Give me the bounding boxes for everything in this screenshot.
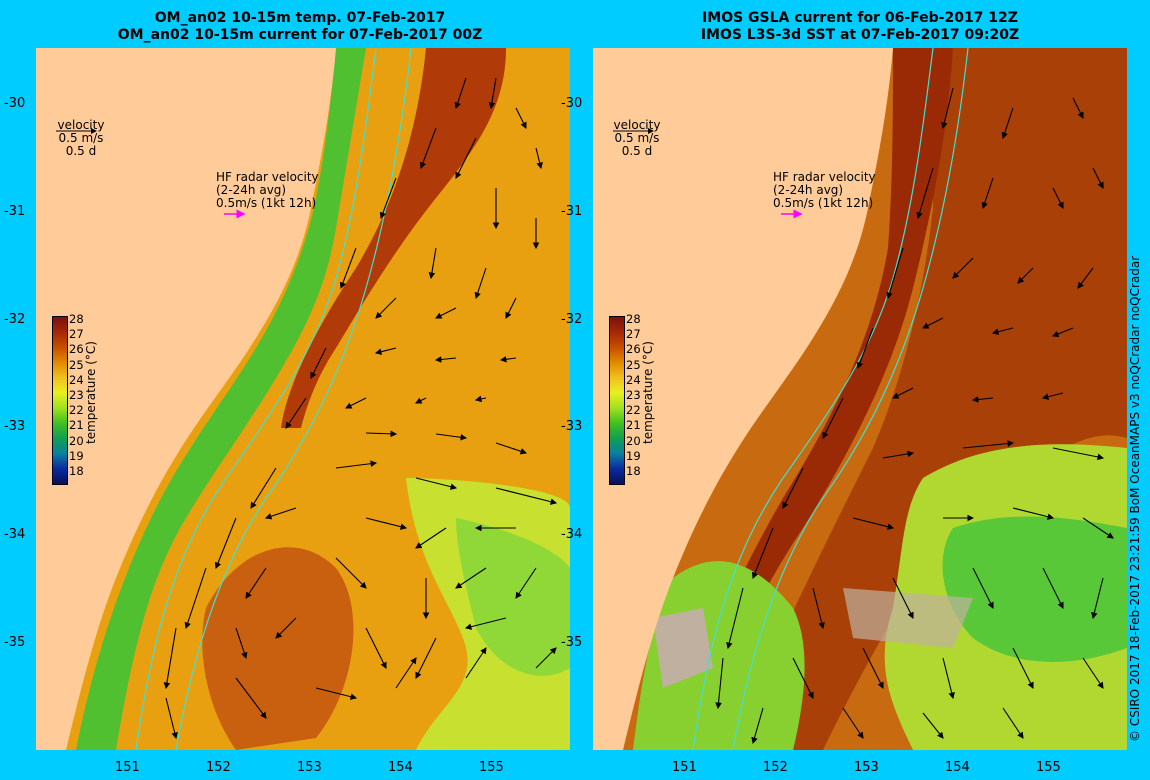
colorbar-tick-label: 18 [69, 464, 84, 478]
warm-eddy [202, 547, 354, 750]
velocity-duration: 0.5 d [65, 144, 97, 158]
cool-water-core [456, 518, 570, 676]
longitude-tick-label: 154 [388, 760, 413, 775]
hf-radar-line2: (2-24h avg) [216, 183, 287, 197]
temperature-colorbar-right [609, 316, 625, 485]
left-title-line1: OM_an02 10-15m temp. 07-Feb-2017 [154, 10, 446, 26]
colorbar-tick-label: 27 [626, 327, 641, 342]
colorbar-tick-label: 28 [69, 312, 84, 326]
longitude-tick-label: 153 [297, 760, 322, 775]
colorbar-tick-label: 24 [626, 372, 641, 387]
velocity-legend-left: velocity 0.5 m/s 0.5 d [46, 119, 116, 158]
left-panel-title: OM_an02 10-15m temp. 07-Feb-2017 OM_an02… [60, 10, 540, 44]
velocity-label: velocity [613, 118, 661, 132]
depth-contour-shelf [135, 48, 377, 750]
velocity-label: velocity [57, 118, 105, 132]
colorbar-tick-label: 26 [626, 342, 641, 357]
land-area [36, 48, 336, 750]
longitude-tick-label: 152 [763, 760, 788, 775]
right-title-line2: IMOS L3S-3d SST at 07-Feb-2017 09:20Z [700, 27, 1020, 43]
latitude-tick-label: -33 [4, 419, 26, 434]
hf-radar-line1: HF radar velocity [216, 170, 319, 184]
missing-data-patch [653, 608, 713, 688]
colorbar-tick-label: 23 [69, 388, 84, 402]
depth-contour-slope [175, 48, 412, 750]
hf-radar-line1: HF radar velocity [773, 170, 876, 184]
longitude-tick-label: 152 [206, 760, 231, 775]
latitude-tick-label: -30 [561, 96, 583, 111]
hf-radar-legend-left: HF radar velocity (2-24h avg) 0.5m/s (1k… [216, 171, 319, 210]
latitude-tick-label: -32 [4, 312, 26, 327]
colorbar-tick-label: 28 [626, 312, 641, 326]
latitude-tick-label: -30 [4, 96, 26, 111]
velocity-duration: 0.5 d [621, 144, 653, 158]
latitude-tick-label: -31 [561, 204, 583, 219]
hf-radar-legend-right: HF radar velocity (2-24h avg) 0.5m/s (1k… [773, 171, 876, 210]
colorbar-tick-label: 25 [69, 357, 84, 372]
longitude-tick-label: 151 [672, 760, 697, 775]
left-map-svg [36, 48, 570, 750]
land-area [593, 48, 893, 750]
latitude-tick-label: -34 [4, 527, 26, 542]
coastal-cool-strip [76, 48, 366, 750]
velocity-legend-right: velocity 0.5 m/s 0.5 d [602, 119, 672, 158]
latitude-tick-label: -31 [4, 204, 26, 219]
colorbar-tick-label: 20 [69, 433, 84, 448]
colorbar-tick-label: 19 [626, 448, 641, 463]
latitude-tick-label: -32 [561, 312, 583, 327]
colorbar-tick-label: 22 [69, 403, 84, 418]
colorbar-tick-label: 22 [626, 403, 641, 418]
colorbar-unit-left: temperature (°C) [84, 341, 98, 444]
colorbar-tick-label: 19 [69, 448, 84, 463]
cool-water-core [942, 516, 1127, 662]
velocity-speed: 0.5 m/s [614, 131, 660, 145]
colorbar-tick-label: 27 [69, 327, 84, 342]
latitude-tick-label: -35 [4, 635, 26, 650]
warm-current-core [281, 48, 506, 428]
hf-radar-line2: (2-24h avg) [773, 183, 844, 197]
longitude-tick-label: 153 [854, 760, 879, 775]
colorbar-unit-right: temperature (°C) [641, 341, 655, 444]
longitude-tick-label: 151 [115, 760, 140, 775]
right-map-panel [593, 48, 1127, 750]
hf-radar-line3: 0.5m/s (1kt 12h) [216, 196, 317, 210]
colorbar-tick-label: 26 [69, 342, 84, 357]
current-arrows [715, 87, 1114, 745]
current-arrows [163, 77, 558, 740]
right-title-line1: IMOS GSLA current for 06-Feb-2017 12Z [702, 10, 1018, 26]
colorbar-tick-label: 18 [626, 464, 641, 478]
colorbar-tick-label: 20 [626, 433, 641, 448]
longitude-tick-label: 155 [479, 760, 504, 775]
left-map-panel [36, 48, 570, 750]
colorbar-tick-label: 21 [626, 418, 641, 433]
colorbar-tick-label: 21 [69, 418, 84, 433]
latitude-tick-label: -33 [561, 419, 583, 434]
velocity-speed: 0.5 m/s [58, 131, 104, 145]
latitude-tick-label: -34 [561, 527, 583, 542]
longitude-tick-label: 154 [945, 760, 970, 775]
colorbar-tick-label: 23 [626, 388, 641, 402]
credit-text: © CSIRO 2017 18-Feb-2017 23:21:59 BoM Oc… [1128, 255, 1142, 742]
coastal-cool-patch [633, 561, 805, 750]
right-map-svg [593, 48, 1127, 750]
temperature-colorbar-left [52, 316, 68, 485]
left-title-line2: OM_an02 10-15m current for 07-Feb-2017 0… [117, 27, 483, 43]
warm-water-region [733, 48, 1127, 750]
right-panel-title: IMOS GSLA current for 06-Feb-2017 12Z IM… [620, 10, 1100, 44]
hf-radar-line3: 0.5m/s (1kt 12h) [773, 196, 874, 210]
depth-contour-shelf [692, 48, 934, 750]
colorbar-tick-label: 24 [69, 372, 84, 387]
longitude-tick-label: 155 [1036, 760, 1061, 775]
colorbar-tick-label: 25 [626, 357, 641, 372]
latitude-tick-label: -35 [561, 635, 583, 650]
depth-contour-slope [732, 48, 969, 750]
